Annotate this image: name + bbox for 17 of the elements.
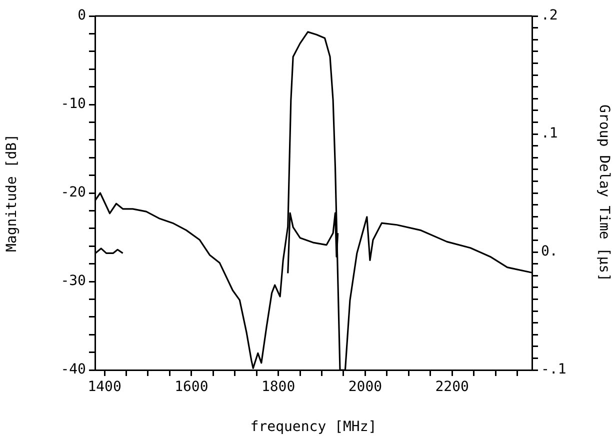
y-tick-label: -30 bbox=[60, 273, 86, 290]
x-tick-label: 1800 bbox=[261, 379, 296, 396]
x-tick-label: 2200 bbox=[435, 379, 469, 396]
y2-axis-title: Group Delay Time [µs] bbox=[596, 104, 612, 282]
y-axis-title: Magnitude [dB] bbox=[4, 134, 20, 252]
y-tick-label: -40 bbox=[60, 362, 86, 378]
x-tick-label: 2000 bbox=[348, 379, 382, 396]
x-tick-label: 1600 bbox=[174, 379, 208, 396]
y2-tick-label: .1 bbox=[541, 126, 558, 142]
y-tick-label: -10 bbox=[60, 96, 86, 112]
y2-tick-label: 0. bbox=[541, 244, 558, 260]
y-tick-label: -20 bbox=[60, 184, 86, 201]
x-axis-title: frequency [MHz] bbox=[250, 419, 377, 436]
y2-tick-label: -.1 bbox=[541, 362, 566, 378]
x-tick-label: 1400 bbox=[88, 379, 122, 396]
y-tick-label: 0 bbox=[78, 8, 86, 24]
y2-tick-label: .2 bbox=[541, 8, 558, 24]
